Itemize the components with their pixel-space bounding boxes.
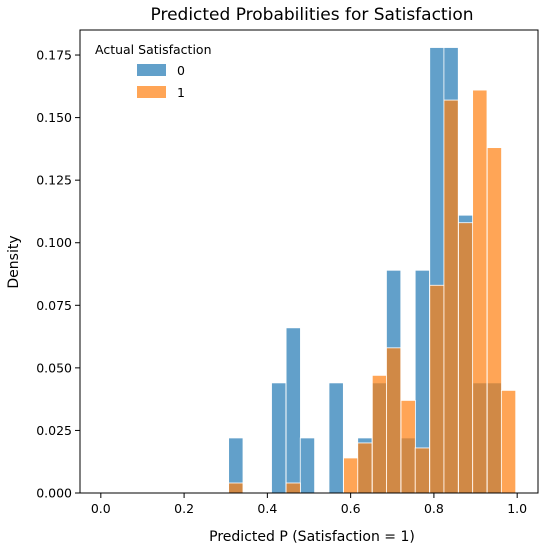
y-tick-label: 0.075 — [36, 298, 72, 313]
y-tick-label: 0.050 — [36, 360, 72, 375]
bar-series-1-9 — [444, 100, 458, 493]
y-axis: 0.000 0.025 0.050 0.075 0.100 0.125 0.150 0.175 — [36, 48, 80, 501]
y-tick-label: 0.125 — [36, 173, 72, 188]
bar-series-1-6 — [401, 400, 415, 493]
bar-series-1-7 — [415, 448, 429, 493]
y-tick-label: 0.150 — [36, 110, 72, 125]
legend-items: 01 — [137, 63, 185, 100]
legend-swatch-0 — [137, 64, 166, 76]
bar-series-1-12 — [487, 148, 501, 493]
bar-series-1-13 — [501, 390, 515, 493]
x-tick-label: 0.6 — [341, 501, 361, 516]
bar-series-1-10 — [458, 223, 472, 493]
y-tick-label: 0.025 — [36, 423, 72, 438]
bar-series-0-2 — [286, 328, 300, 493]
y-tick-label: 0.000 — [36, 486, 72, 501]
bar-series-1-11 — [473, 90, 487, 493]
bar-series-1-4 — [372, 375, 386, 493]
y-tick-label: 0.175 — [36, 48, 72, 63]
bar-series-0-3 — [300, 438, 314, 493]
x-tick-label: 0.0 — [91, 501, 111, 516]
x-tick-label: 0.4 — [257, 501, 277, 516]
legend-swatch-1 — [137, 86, 166, 98]
x-tick-label: 0.2 — [174, 501, 194, 516]
x-tick-label: 0.8 — [424, 501, 444, 516]
x-axis: 0.0 0.2 0.4 0.6 0.8 1.0 — [91, 493, 527, 516]
bar-series-1-1 — [286, 483, 300, 493]
x-axis-label: Predicted P (Satisfaction = 1) — [209, 529, 415, 545]
y-tick-label: 0.100 — [36, 235, 72, 250]
bar-series-1-0 — [229, 483, 243, 493]
bar-series-0-1 — [272, 383, 286, 493]
bar-series-1-8 — [430, 285, 444, 493]
bar-series-1-2 — [344, 458, 358, 493]
legend-label-0: 0 — [177, 63, 185, 78]
legend: Actual Satisfaction 01 — [95, 42, 212, 100]
x-tick-label: 1.0 — [507, 501, 527, 516]
legend-title: Actual Satisfaction — [95, 42, 212, 57]
bar-series-1-5 — [386, 348, 400, 493]
bar-series-1-3 — [358, 443, 372, 493]
y-axis-label: Density — [6, 235, 22, 288]
chart-title: Predicted Probabilities for Satisfaction — [151, 5, 474, 25]
bar-series-0-4 — [329, 383, 343, 493]
legend-label-1: 1 — [177, 85, 185, 100]
